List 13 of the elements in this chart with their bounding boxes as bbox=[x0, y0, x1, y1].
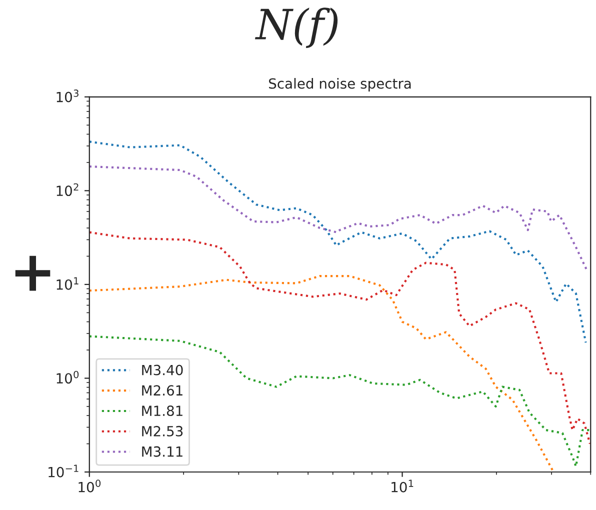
legend-label: M2.61 bbox=[142, 385, 182, 396]
legend-label: M3.11 bbox=[142, 446, 182, 457]
y-tick-label: 10$^{−1}$ bbox=[48, 464, 78, 478]
y-tick-label: 10$^{0}$ bbox=[56, 370, 79, 384]
chart-subtitle: Scaled noise spectra bbox=[269, 78, 411, 92]
legend-label: M1.81 bbox=[142, 406, 182, 416]
text: + bbox=[15, 256, 50, 291]
chart-title: N(f) bbox=[254, 8, 338, 48]
y-tick-label: 10$^{3}$ bbox=[56, 90, 78, 102]
legend-label: M2.53 bbox=[142, 426, 183, 436]
legend-label: M3.40 bbox=[142, 364, 183, 376]
y-tick-label: 10$^{2}$ bbox=[56, 183, 78, 196]
y-tick-label: 10$^{1}$ bbox=[56, 277, 78, 290]
